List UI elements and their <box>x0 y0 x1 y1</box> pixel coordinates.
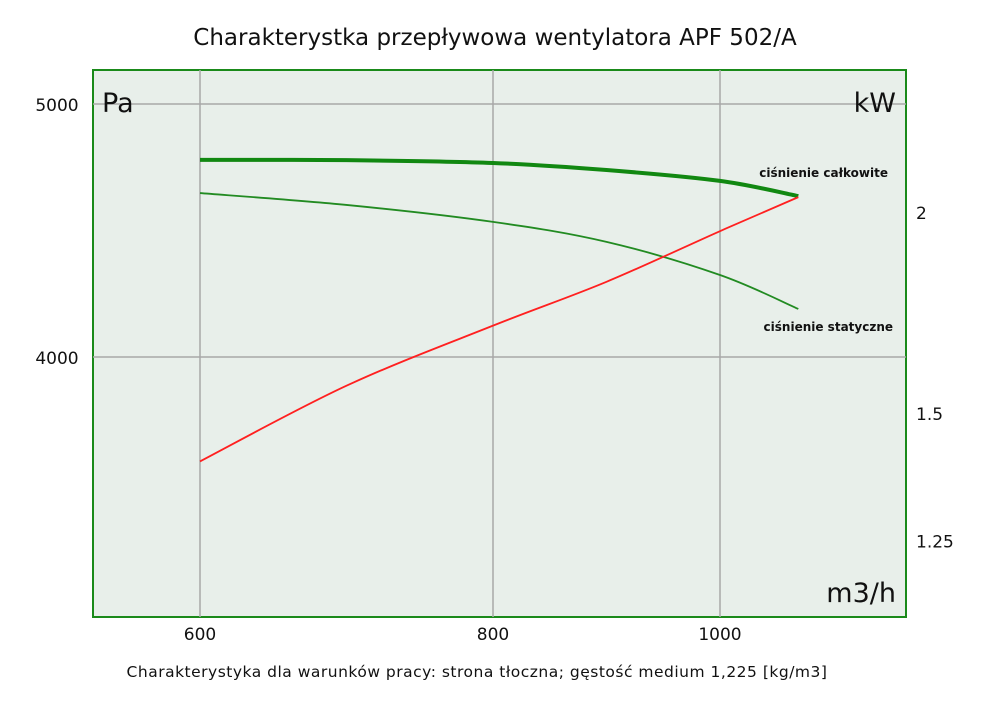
y-left-axis-label: Pa <box>102 88 134 119</box>
label-total-pressure: ciśnienie całkowite <box>759 166 888 180</box>
static-pressure-line <box>199 192 799 310</box>
x-tick-label: 600 <box>184 625 216 645</box>
power-line <box>199 196 799 463</box>
y-right-tick-label: 1.5 <box>916 405 943 425</box>
label-static-pressure: ciśnienie statyczne <box>764 320 893 334</box>
x-tick-label: 1000 <box>698 625 741 645</box>
y-right-axis-label: kW <box>854 88 896 119</box>
chart-title: Charakterystka przepływowa wentylatora A… <box>193 25 797 51</box>
y-right-tick-label: 2 <box>916 204 927 224</box>
x-tick-label: 800 <box>477 625 509 645</box>
y-right-tick-label: 1.25 <box>916 533 954 553</box>
x-axis-label: m3/h <box>826 578 896 609</box>
y-left-tick-label: 4000 <box>35 349 78 369</box>
plot-area <box>92 69 907 618</box>
total-pressure-line <box>199 157 799 199</box>
y-left-tick-label: 5000 <box>35 96 78 116</box>
chart-footnote: Charakterystyka dla warunków pracy: stro… <box>127 663 828 681</box>
